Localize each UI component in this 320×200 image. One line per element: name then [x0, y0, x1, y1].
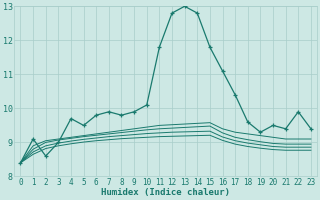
- X-axis label: Humidex (Indice chaleur): Humidex (Indice chaleur): [101, 188, 230, 197]
